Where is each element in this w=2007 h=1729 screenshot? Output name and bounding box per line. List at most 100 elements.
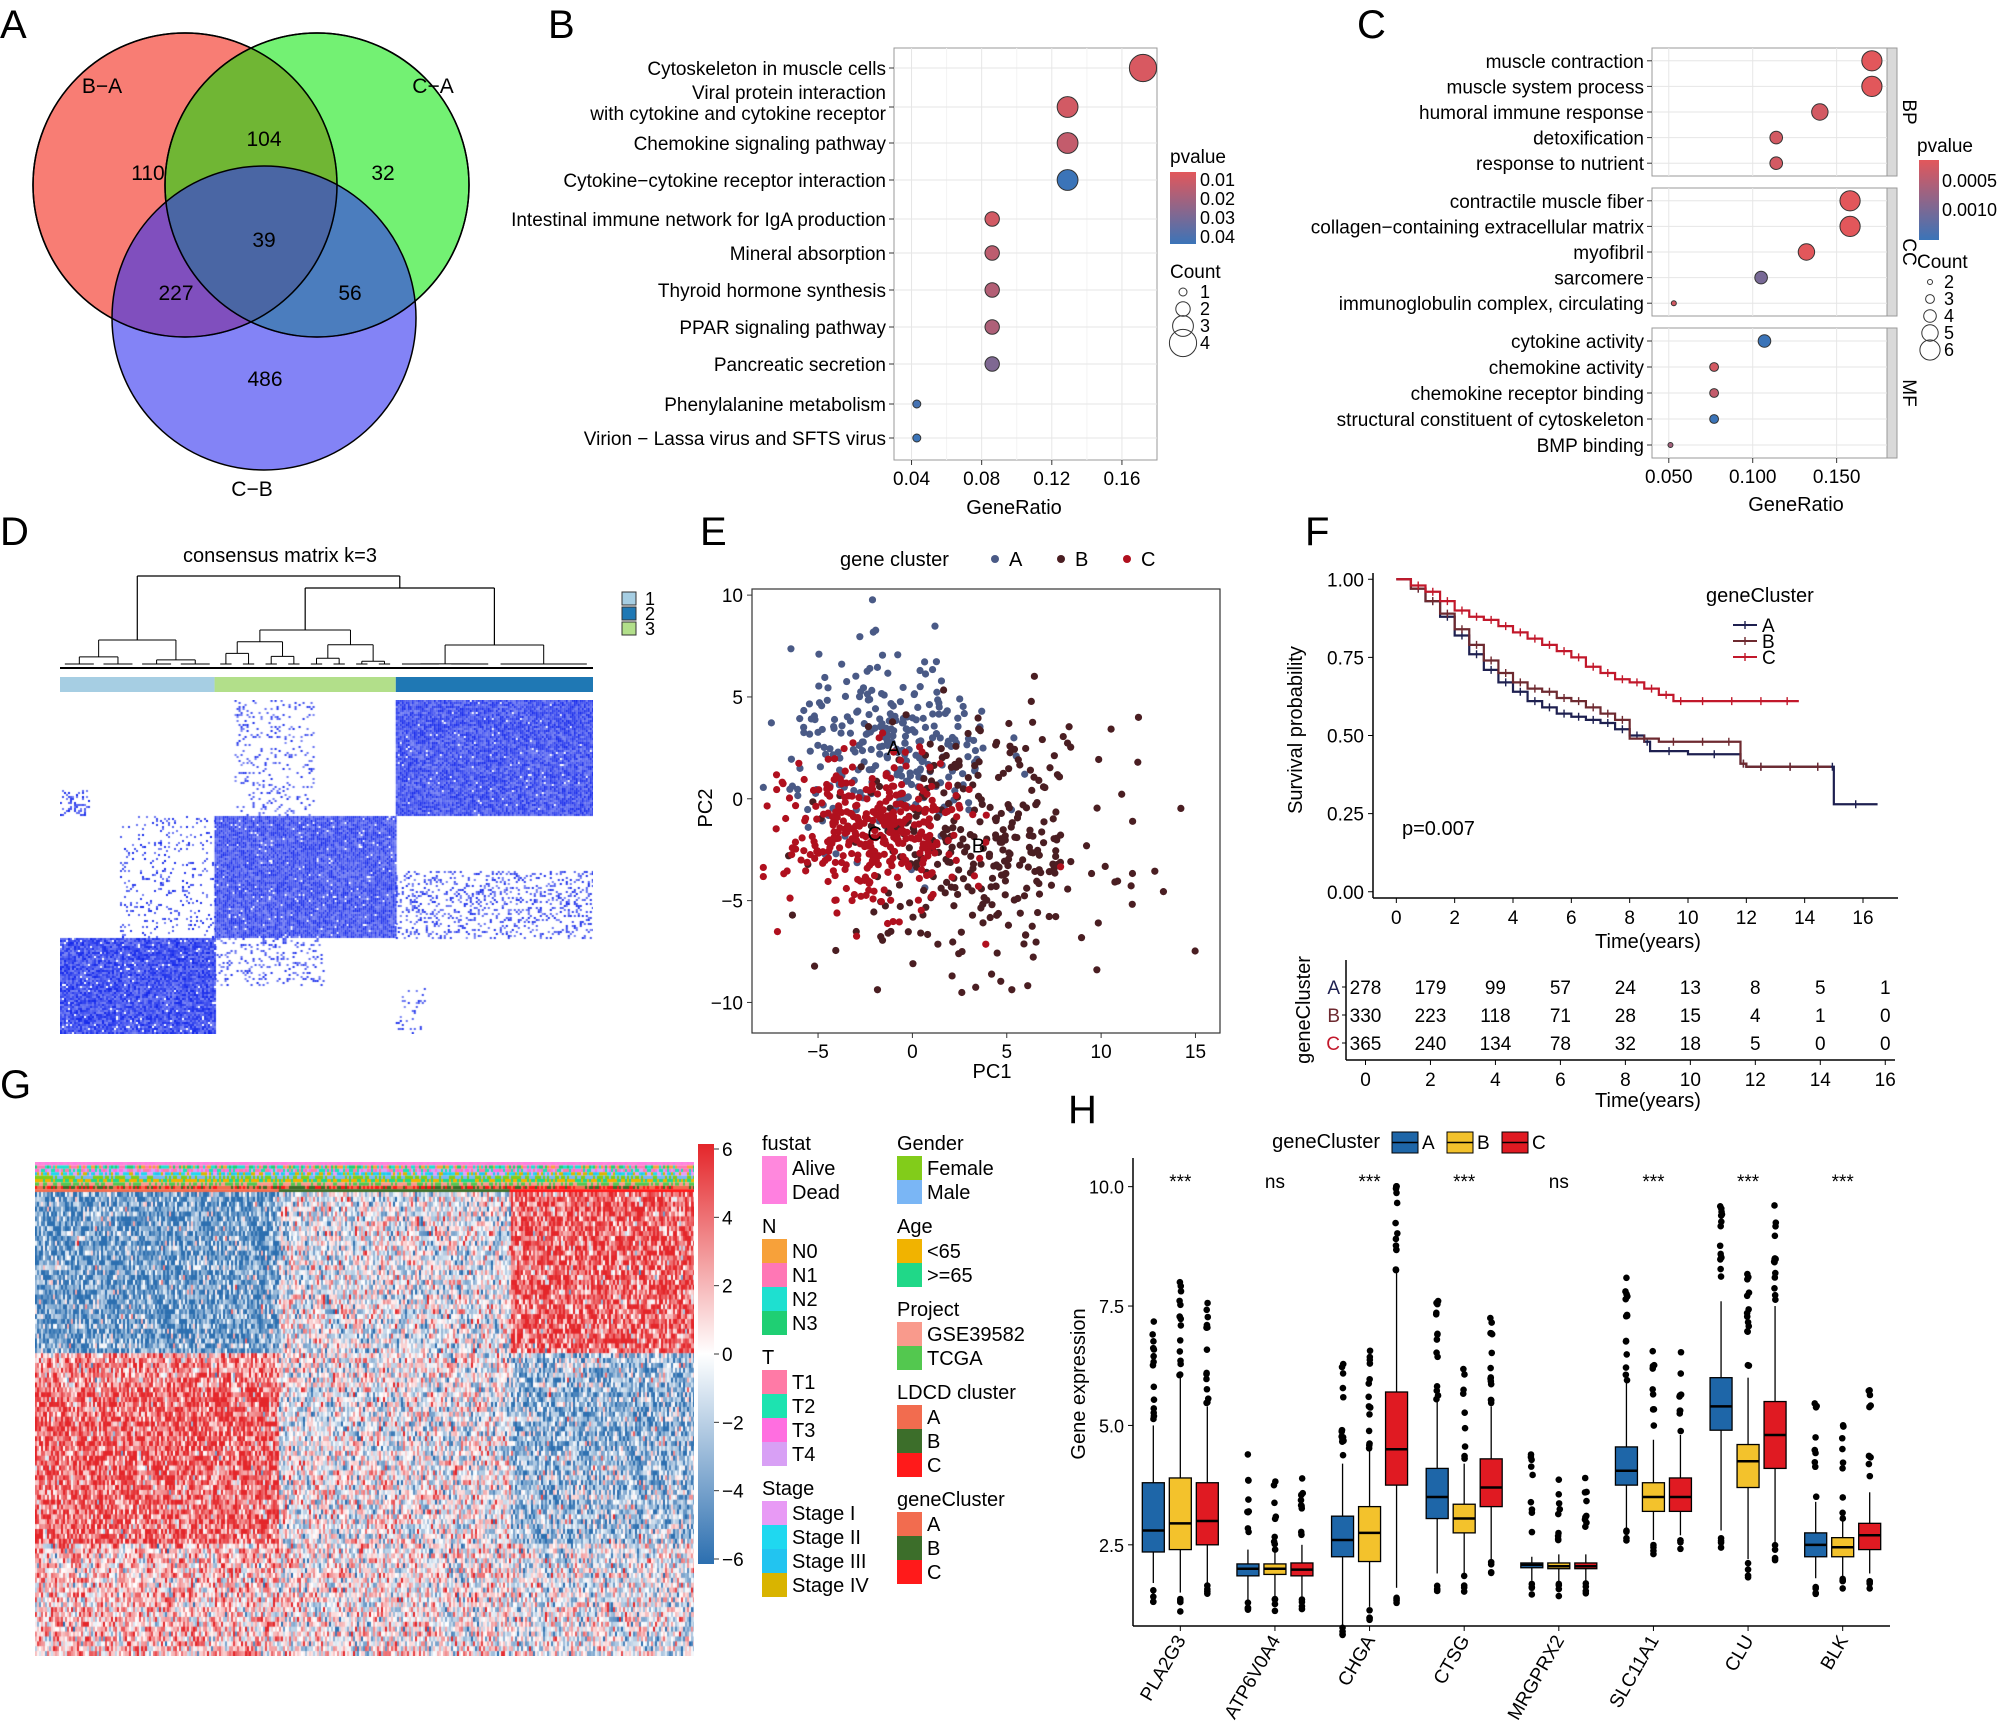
risk-table-cell: 8 xyxy=(1750,978,1761,999)
pca-xtick-label: 0 xyxy=(907,1042,918,1063)
pca-point xyxy=(1118,790,1126,798)
boxplot-outlier xyxy=(1839,1445,1846,1453)
heatmap-legend-label: N3 xyxy=(792,1313,818,1335)
heatmap-legend-label: T3 xyxy=(792,1420,815,1442)
boxplot-outlier xyxy=(1771,1556,1779,1564)
go-term-label: chemokine activity xyxy=(1489,358,1645,379)
heatmap-legend-label: Dead xyxy=(792,1182,840,1204)
pca-point xyxy=(941,808,949,817)
pca-point xyxy=(912,716,920,724)
boxplot-outlier xyxy=(1677,1370,1685,1377)
pca-point xyxy=(859,831,867,839)
pca-point xyxy=(923,871,931,880)
kegg-size-legend-dot xyxy=(1178,287,1188,297)
pca-point xyxy=(806,730,814,738)
pca-point xyxy=(853,801,861,809)
heatmap-legend-label: T1 xyxy=(792,1372,815,1394)
pca-point xyxy=(944,836,952,845)
pca-point xyxy=(916,666,924,675)
km-curve-b xyxy=(1396,578,1831,768)
pca-point xyxy=(869,895,877,903)
pca-ytick-label: −5 xyxy=(721,892,743,913)
km-xtick-label: 14 xyxy=(1794,908,1816,929)
risk-table-xlabel: Time(years) xyxy=(1595,1090,1701,1112)
pca-point xyxy=(916,683,924,691)
pca-point xyxy=(1022,931,1030,939)
pca-point xyxy=(821,673,829,682)
pca-point xyxy=(868,765,876,774)
pca-point xyxy=(853,708,861,716)
pca-point xyxy=(919,714,927,722)
pca-point xyxy=(954,781,962,789)
pca-point xyxy=(906,899,914,907)
go-term-label: myofibril xyxy=(1573,243,1644,264)
pca-point xyxy=(1095,755,1103,764)
pca-point xyxy=(1077,934,1086,942)
pca-legend-label: A xyxy=(1009,549,1023,571)
pca-point xyxy=(839,852,847,860)
dendrogram-branch xyxy=(327,644,374,662)
boxplot-outlier xyxy=(1177,1301,1184,1309)
boxplot-box xyxy=(1736,1443,1760,1489)
pca-point xyxy=(887,857,895,865)
boxplot-outlier xyxy=(1339,1384,1347,1392)
boxplot-outlier xyxy=(1839,1464,1846,1472)
pca-point xyxy=(917,906,925,914)
pca-point xyxy=(866,838,874,847)
pca-point xyxy=(815,682,823,690)
heatmap-legend-label: <65 xyxy=(927,1241,961,1263)
boxplot-outlier xyxy=(1244,1451,1252,1458)
pca-point xyxy=(1028,922,1036,930)
go-size-legend-dot xyxy=(1923,309,1937,323)
pca-point xyxy=(778,778,786,786)
pca-point xyxy=(997,977,1005,985)
kegg-legend-pvalue-title: pvalue xyxy=(1170,147,1226,168)
pca-point xyxy=(1005,804,1013,812)
pca-point xyxy=(1019,856,1027,864)
pca-point xyxy=(796,715,804,723)
heatmap-legend-label: A xyxy=(927,1514,941,1536)
risk-table-cell: 0 xyxy=(1880,1034,1891,1055)
pca-point xyxy=(999,769,1007,777)
pca-point xyxy=(1037,869,1045,877)
pca-point xyxy=(964,774,972,782)
pca-point xyxy=(876,750,884,758)
pca-point xyxy=(1065,723,1073,731)
pca-point xyxy=(832,850,840,858)
heatmap-legend-swatch xyxy=(897,1405,922,1429)
pca-point xyxy=(921,806,930,814)
pca-point xyxy=(927,777,936,785)
boxplot-outlier xyxy=(1622,1338,1630,1345)
pca-point xyxy=(887,774,895,782)
pca-point xyxy=(951,884,959,892)
go-dot xyxy=(1861,50,1883,72)
kegg-term-label: with cytokine and cytokine receptor xyxy=(589,104,886,125)
pca-point xyxy=(976,818,984,826)
consensus-legend-label: 3 xyxy=(645,619,655,639)
kegg-size-legend-dot xyxy=(1175,301,1191,317)
pca-point xyxy=(851,748,859,756)
heatmap-legend-label: Stage II xyxy=(792,1527,861,1549)
heatmap-legend-title: LDCD cluster xyxy=(897,1382,1016,1404)
pca-point xyxy=(945,773,953,781)
boxplot-outlier xyxy=(1771,1284,1778,1292)
dendrogram-branch xyxy=(225,652,250,664)
pca-point xyxy=(791,838,800,846)
pca-point xyxy=(869,808,877,816)
risk-table-xtick-label: 6 xyxy=(1555,1070,1566,1091)
pca-point xyxy=(767,719,775,727)
pca-point xyxy=(870,871,879,880)
kegg-dot xyxy=(984,356,1000,372)
boxplot-box xyxy=(1141,1482,1165,1553)
pca-point xyxy=(820,743,828,751)
pca-point xyxy=(892,800,900,808)
heatmap-legend-label: B xyxy=(927,1538,940,1560)
boxplot-outlier xyxy=(1744,1361,1752,1369)
kegg-dot xyxy=(1128,53,1158,83)
pca-point xyxy=(843,822,852,830)
pca-point xyxy=(864,696,872,704)
go-dot xyxy=(1709,362,1720,372)
pca-point xyxy=(1128,869,1137,878)
boxplot-outlier xyxy=(1204,1299,1211,1307)
boxplot-outlier xyxy=(1677,1545,1684,1553)
